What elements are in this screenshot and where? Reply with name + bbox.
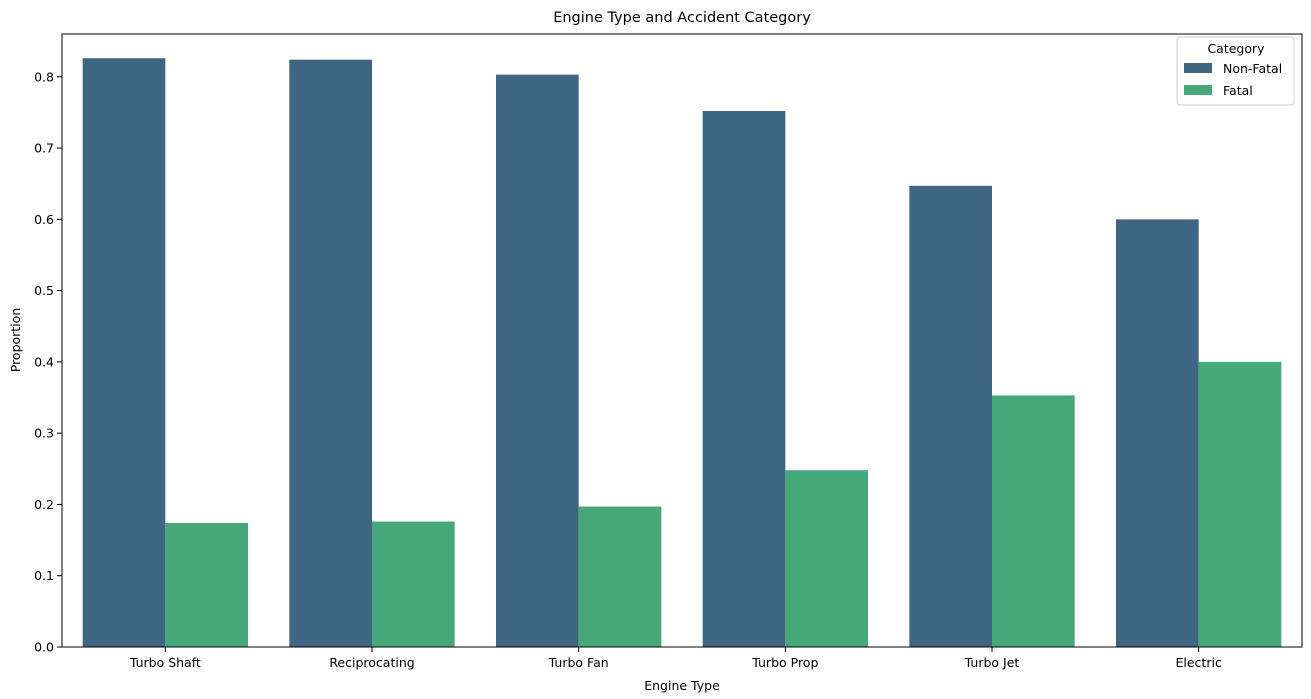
x-tick-label: Turbo Fan bbox=[548, 655, 609, 670]
legend-swatch-fatal bbox=[1184, 85, 1212, 95]
y-tick-label: 0.3 bbox=[34, 426, 54, 441]
bar-turbo-prop-fatal bbox=[785, 470, 868, 647]
bar-turbo-jet-non-fatal bbox=[909, 185, 992, 647]
bar-turbo-fan-non-fatal bbox=[496, 74, 579, 647]
legend-label-fatal: Fatal bbox=[1223, 83, 1253, 98]
legend-title: Category bbox=[1207, 41, 1265, 56]
bar-reciprocating-non-fatal bbox=[289, 59, 372, 648]
y-tick-label: 0.1 bbox=[34, 568, 54, 583]
y-axis: 0.0 0.1 0.2 0.3 0.4 0.5 0.6 0.7 0.8 bbox=[34, 69, 62, 655]
x-tick-label: Reciprocating bbox=[329, 655, 414, 670]
x-tick-label: Turbo Shaft bbox=[129, 655, 201, 670]
x-tick-label: Turbo Prop bbox=[751, 655, 818, 670]
bar-reciprocating-fatal bbox=[372, 521, 455, 647]
bars-group bbox=[82, 58, 1282, 648]
plot-frame bbox=[61, 33, 1303, 648]
y-tick-label: 0.0 bbox=[34, 640, 54, 655]
y-tick-label: 0.8 bbox=[34, 69, 54, 84]
bar-electric-fatal bbox=[1198, 361, 1282, 647]
legend-swatch-non-fatal bbox=[1184, 63, 1212, 73]
legend-label-non-fatal: Non-Fatal bbox=[1223, 61, 1282, 76]
x-axis-label: Engine Type bbox=[644, 678, 720, 693]
x-tick-label: Turbo Jet bbox=[964, 655, 1020, 670]
bar-turbo-shaft-fatal bbox=[165, 522, 248, 647]
y-tick-label: 0.7 bbox=[34, 141, 54, 156]
y-tick-label: 0.5 bbox=[34, 283, 54, 298]
y-tick-label: 0.2 bbox=[34, 497, 54, 512]
bar-turbo-shaft-non-fatal bbox=[82, 58, 166, 648]
y-tick-label: 0.6 bbox=[34, 212, 54, 227]
x-tick-label: Electric bbox=[1176, 655, 1222, 670]
bar-turbo-fan-fatal bbox=[578, 506, 662, 647]
y-tick-label: 0.4 bbox=[34, 354, 54, 369]
chart-title: Engine Type and Accident Category bbox=[553, 10, 811, 26]
bar-turbo-jet-fatal bbox=[992, 395, 1075, 647]
bar-turbo-prop-non-fatal bbox=[702, 110, 786, 648]
y-axis-label: Proportion bbox=[8, 308, 23, 373]
legend: Category Non-Fatal Fatal bbox=[1176, 36, 1295, 106]
bar-electric-non-fatal bbox=[1116, 219, 1199, 647]
x-axis: Turbo Shaft Reciprocating Turbo Fan Turbo P… bbox=[129, 647, 1222, 670]
